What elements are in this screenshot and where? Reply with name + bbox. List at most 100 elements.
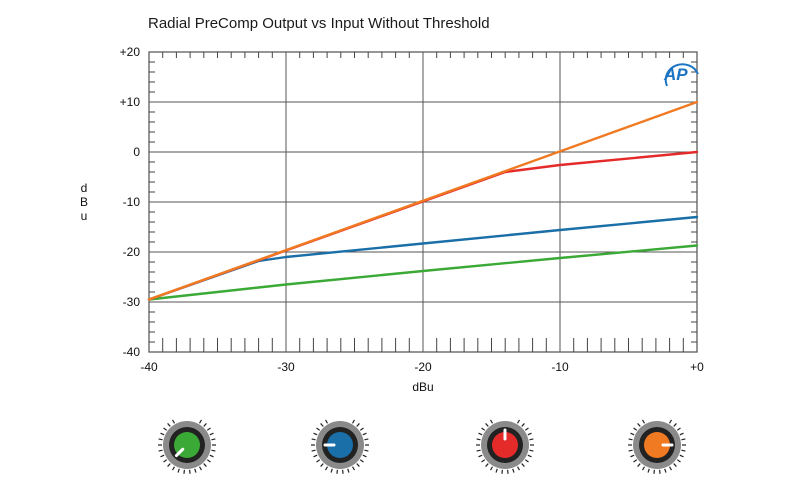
knob-scale-tick bbox=[324, 466, 329, 471]
knob-scale-tick bbox=[637, 423, 641, 427]
knob-scale-tick bbox=[158, 449, 163, 452]
knob-scale-tick bbox=[485, 463, 489, 467]
knob-scale-tick bbox=[527, 454, 532, 458]
ap-logo-text: AP bbox=[663, 65, 688, 84]
knob-scale-tick bbox=[641, 466, 646, 471]
knob-scale-tick bbox=[313, 432, 318, 436]
y-axis-label-char-3: u bbox=[81, 209, 88, 223]
knob-scale-tick bbox=[206, 459, 211, 463]
knob-scale-tick bbox=[194, 468, 197, 473]
knob-scale-tick bbox=[527, 432, 532, 436]
knob-scale-tick bbox=[167, 463, 171, 467]
ap-logo: AP bbox=[663, 63, 699, 87]
knob-scale-tick bbox=[347, 468, 350, 473]
series-line-orange bbox=[147, 100, 699, 301]
knob-scale-tick bbox=[676, 459, 681, 463]
x-tick-label-4: +0 bbox=[690, 360, 704, 374]
knob-scale-tick bbox=[171, 466, 176, 471]
knob-scale-tick bbox=[362, 432, 367, 436]
knob-scale-tick bbox=[316, 427, 321, 431]
knob-scale-tick bbox=[676, 427, 681, 431]
knob-scale-tick bbox=[313, 454, 318, 458]
chart-title: Radial PreComp Output vs Input Without T… bbox=[148, 15, 490, 32]
knob-scale-tick bbox=[476, 449, 481, 452]
knob-cap bbox=[492, 432, 518, 458]
knob-scale-tick bbox=[211, 438, 216, 441]
y-tick-label-3: -10 bbox=[123, 195, 141, 209]
knob-scale-tick bbox=[481, 459, 486, 463]
knob-scale-tick bbox=[495, 468, 498, 473]
knob-scale-tick bbox=[163, 427, 168, 431]
series-line-green bbox=[147, 244, 699, 301]
y-axis-label: d B u bbox=[80, 181, 88, 223]
knob-scale-tick bbox=[681, 438, 686, 441]
knob-scale-tick bbox=[512, 468, 515, 473]
series-group bbox=[147, 100, 699, 301]
knob-scale-tick bbox=[198, 419, 203, 424]
blue-knob[interactable] bbox=[311, 419, 369, 474]
knob-scale-tick bbox=[524, 427, 529, 431]
knob-scale-tick bbox=[163, 459, 168, 463]
knob-scale-tick bbox=[630, 454, 635, 458]
x-tick-label-3: -10 bbox=[551, 360, 569, 374]
knob-scale-tick bbox=[633, 427, 638, 431]
knob-pointer bbox=[174, 447, 185, 458]
knob-scale-tick bbox=[171, 419, 176, 424]
knob-scale-tick bbox=[356, 423, 360, 427]
knob-scale-tick bbox=[485, 423, 489, 427]
y-tick-label-0: +20 bbox=[120, 45, 141, 59]
knob-scale-tick bbox=[673, 423, 677, 427]
knob-scale-tick bbox=[524, 459, 529, 463]
knob-scale-tick bbox=[320, 463, 324, 467]
minor-ticks bbox=[149, 52, 697, 352]
knob-scale-tick bbox=[679, 432, 684, 436]
ap-logo-swoosh bbox=[664, 63, 699, 87]
green-knob[interactable] bbox=[158, 419, 216, 474]
knob-scale-tick bbox=[628, 449, 633, 452]
knob-scale-tick bbox=[364, 449, 369, 452]
knob-scale-tick bbox=[160, 432, 165, 436]
knob-scale-tick bbox=[356, 463, 360, 467]
x-tick-label-2: -20 bbox=[414, 360, 432, 374]
knob-scale-tick bbox=[311, 438, 316, 441]
knob-scale-tick bbox=[316, 459, 321, 463]
knob-scale-tick bbox=[324, 419, 329, 424]
knob-scale-tick bbox=[647, 468, 650, 473]
knob-scale-tick bbox=[478, 432, 483, 436]
knob-scale-tick bbox=[476, 438, 481, 441]
x-tick-label-0: -40 bbox=[140, 360, 158, 374]
knob-scale-tick bbox=[679, 454, 684, 458]
knob-scale-tick bbox=[209, 454, 214, 458]
knob-scale-tick bbox=[330, 468, 333, 473]
knob-scale-tick bbox=[311, 449, 316, 452]
knob-scale-tick bbox=[521, 423, 525, 427]
orange-knob[interactable] bbox=[628, 419, 686, 474]
knob-scale-tick bbox=[359, 459, 364, 463]
knob-scale-tick bbox=[160, 454, 165, 458]
knob-scale-tick bbox=[681, 449, 686, 452]
knob-scale-tick bbox=[206, 427, 211, 431]
y-axis-label-char-1: d bbox=[81, 181, 88, 195]
knob-scale-tick bbox=[516, 466, 521, 471]
x-tick-label-1: -30 bbox=[277, 360, 295, 374]
knob-scale-tick bbox=[529, 438, 534, 441]
y-tick-label-2: 0 bbox=[133, 145, 140, 159]
knob-scale-tick bbox=[177, 468, 180, 473]
plot-area bbox=[147, 51, 699, 353]
red-knob[interactable] bbox=[476, 419, 534, 474]
knob-scale-tick bbox=[167, 423, 171, 427]
knob-scale-tick bbox=[209, 432, 214, 436]
y-tick-label-6: -40 bbox=[123, 345, 141, 359]
knob-scale-tick bbox=[362, 454, 367, 458]
y-tick-label-1: +10 bbox=[120, 95, 141, 109]
knob-scale-tick bbox=[673, 463, 677, 467]
knob-cap bbox=[327, 432, 353, 458]
knob-cap bbox=[644, 432, 670, 458]
knob-scale-tick bbox=[359, 427, 364, 431]
knob-scale-tick bbox=[641, 419, 646, 424]
knob-scale-tick bbox=[489, 419, 494, 424]
knob-scale-tick bbox=[637, 463, 641, 467]
knob-scale-tick bbox=[351, 466, 356, 471]
x-tick-labels: -40 -30 -20 -10 +0 bbox=[140, 360, 704, 374]
